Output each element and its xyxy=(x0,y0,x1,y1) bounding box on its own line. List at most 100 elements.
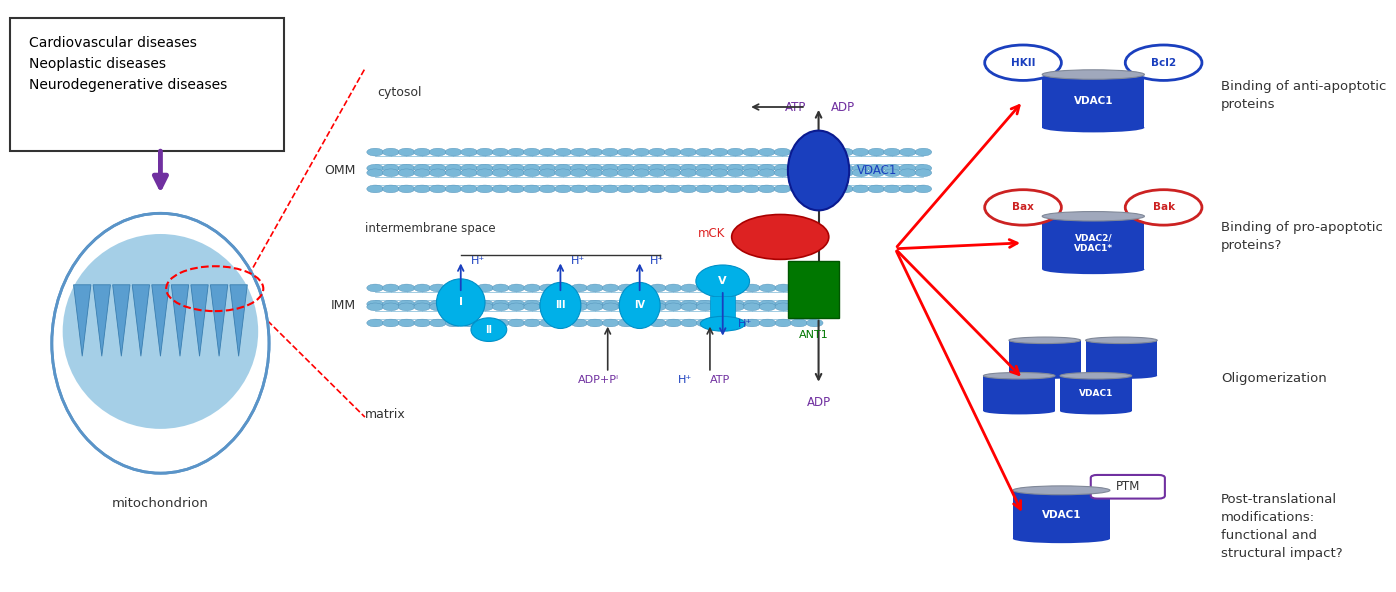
Circle shape xyxy=(524,284,540,292)
Circle shape xyxy=(398,319,415,327)
Circle shape xyxy=(743,185,759,193)
Circle shape xyxy=(586,300,603,308)
Circle shape xyxy=(571,185,588,193)
FancyBboxPatch shape xyxy=(1090,475,1164,498)
Circle shape xyxy=(836,165,853,172)
Polygon shape xyxy=(1009,340,1081,376)
Text: ATP: ATP xyxy=(711,375,730,385)
Circle shape xyxy=(415,303,430,311)
Circle shape xyxy=(554,165,571,172)
Text: H⁺: H⁺ xyxy=(678,375,692,385)
Circle shape xyxy=(649,284,666,292)
Circle shape xyxy=(367,319,384,327)
Circle shape xyxy=(649,319,666,327)
Circle shape xyxy=(899,169,916,176)
Text: Bcl2: Bcl2 xyxy=(1152,57,1177,67)
Ellipse shape xyxy=(983,408,1055,414)
Circle shape xyxy=(445,300,462,308)
Ellipse shape xyxy=(620,282,660,329)
Circle shape xyxy=(383,169,399,176)
Circle shape xyxy=(413,165,430,172)
Circle shape xyxy=(727,303,744,311)
Circle shape xyxy=(571,284,588,292)
Circle shape xyxy=(493,300,510,308)
Circle shape xyxy=(790,165,807,172)
Polygon shape xyxy=(152,285,169,356)
Circle shape xyxy=(430,319,447,327)
Circle shape xyxy=(493,165,508,172)
Circle shape xyxy=(664,319,681,327)
Circle shape xyxy=(914,169,931,176)
Circle shape xyxy=(664,300,681,308)
Text: ADP+Pᴵ: ADP+Pᴵ xyxy=(578,375,620,385)
Circle shape xyxy=(602,169,618,176)
Circle shape xyxy=(697,303,713,311)
Text: IV: IV xyxy=(634,301,645,310)
Text: I: I xyxy=(459,298,462,307)
Circle shape xyxy=(695,165,712,172)
Circle shape xyxy=(744,303,761,311)
Circle shape xyxy=(727,148,744,156)
Circle shape xyxy=(807,284,824,292)
Circle shape xyxy=(790,148,807,156)
Text: ANT1: ANT1 xyxy=(799,330,828,340)
Circle shape xyxy=(445,169,462,176)
Circle shape xyxy=(743,148,759,156)
Circle shape xyxy=(790,303,807,311)
Ellipse shape xyxy=(983,372,1055,379)
Circle shape xyxy=(539,148,556,156)
Text: H⁺: H⁺ xyxy=(651,256,664,266)
Circle shape xyxy=(461,319,477,327)
Circle shape xyxy=(649,300,666,308)
Circle shape xyxy=(493,319,510,327)
Circle shape xyxy=(695,185,712,193)
Circle shape xyxy=(493,148,508,156)
Polygon shape xyxy=(191,285,208,356)
Circle shape xyxy=(461,300,477,308)
Circle shape xyxy=(758,165,775,172)
Circle shape xyxy=(539,284,556,292)
Circle shape xyxy=(712,319,729,327)
Circle shape xyxy=(445,319,462,327)
Circle shape xyxy=(461,185,477,193)
Circle shape xyxy=(712,185,729,193)
Circle shape xyxy=(884,148,900,156)
Circle shape xyxy=(634,303,651,311)
Circle shape xyxy=(383,284,399,292)
Ellipse shape xyxy=(470,318,507,342)
Circle shape xyxy=(681,284,698,292)
Circle shape xyxy=(821,165,838,172)
Circle shape xyxy=(508,148,525,156)
Circle shape xyxy=(383,300,399,308)
Circle shape xyxy=(586,303,603,311)
Circle shape xyxy=(539,319,556,327)
Circle shape xyxy=(586,169,603,176)
Circle shape xyxy=(744,284,761,292)
Circle shape xyxy=(805,169,822,176)
Circle shape xyxy=(367,148,384,156)
Circle shape xyxy=(571,165,588,172)
Circle shape xyxy=(461,303,477,311)
Circle shape xyxy=(539,185,556,193)
Circle shape xyxy=(383,185,399,193)
Circle shape xyxy=(1125,189,1202,225)
Circle shape xyxy=(508,284,525,292)
Circle shape xyxy=(618,284,635,292)
Circle shape xyxy=(790,300,807,308)
Circle shape xyxy=(524,303,540,311)
Polygon shape xyxy=(133,285,149,356)
Circle shape xyxy=(821,169,838,176)
Circle shape xyxy=(634,300,651,308)
Ellipse shape xyxy=(437,279,484,326)
Text: VDAC1: VDAC1 xyxy=(1041,510,1081,520)
Circle shape xyxy=(807,303,824,311)
Ellipse shape xyxy=(701,316,745,331)
Circle shape xyxy=(649,148,666,156)
Ellipse shape xyxy=(1043,265,1145,274)
Circle shape xyxy=(430,303,447,311)
Circle shape xyxy=(836,169,853,176)
Circle shape xyxy=(398,185,415,193)
Circle shape xyxy=(430,169,447,176)
Circle shape xyxy=(476,169,493,176)
Circle shape xyxy=(664,284,681,292)
